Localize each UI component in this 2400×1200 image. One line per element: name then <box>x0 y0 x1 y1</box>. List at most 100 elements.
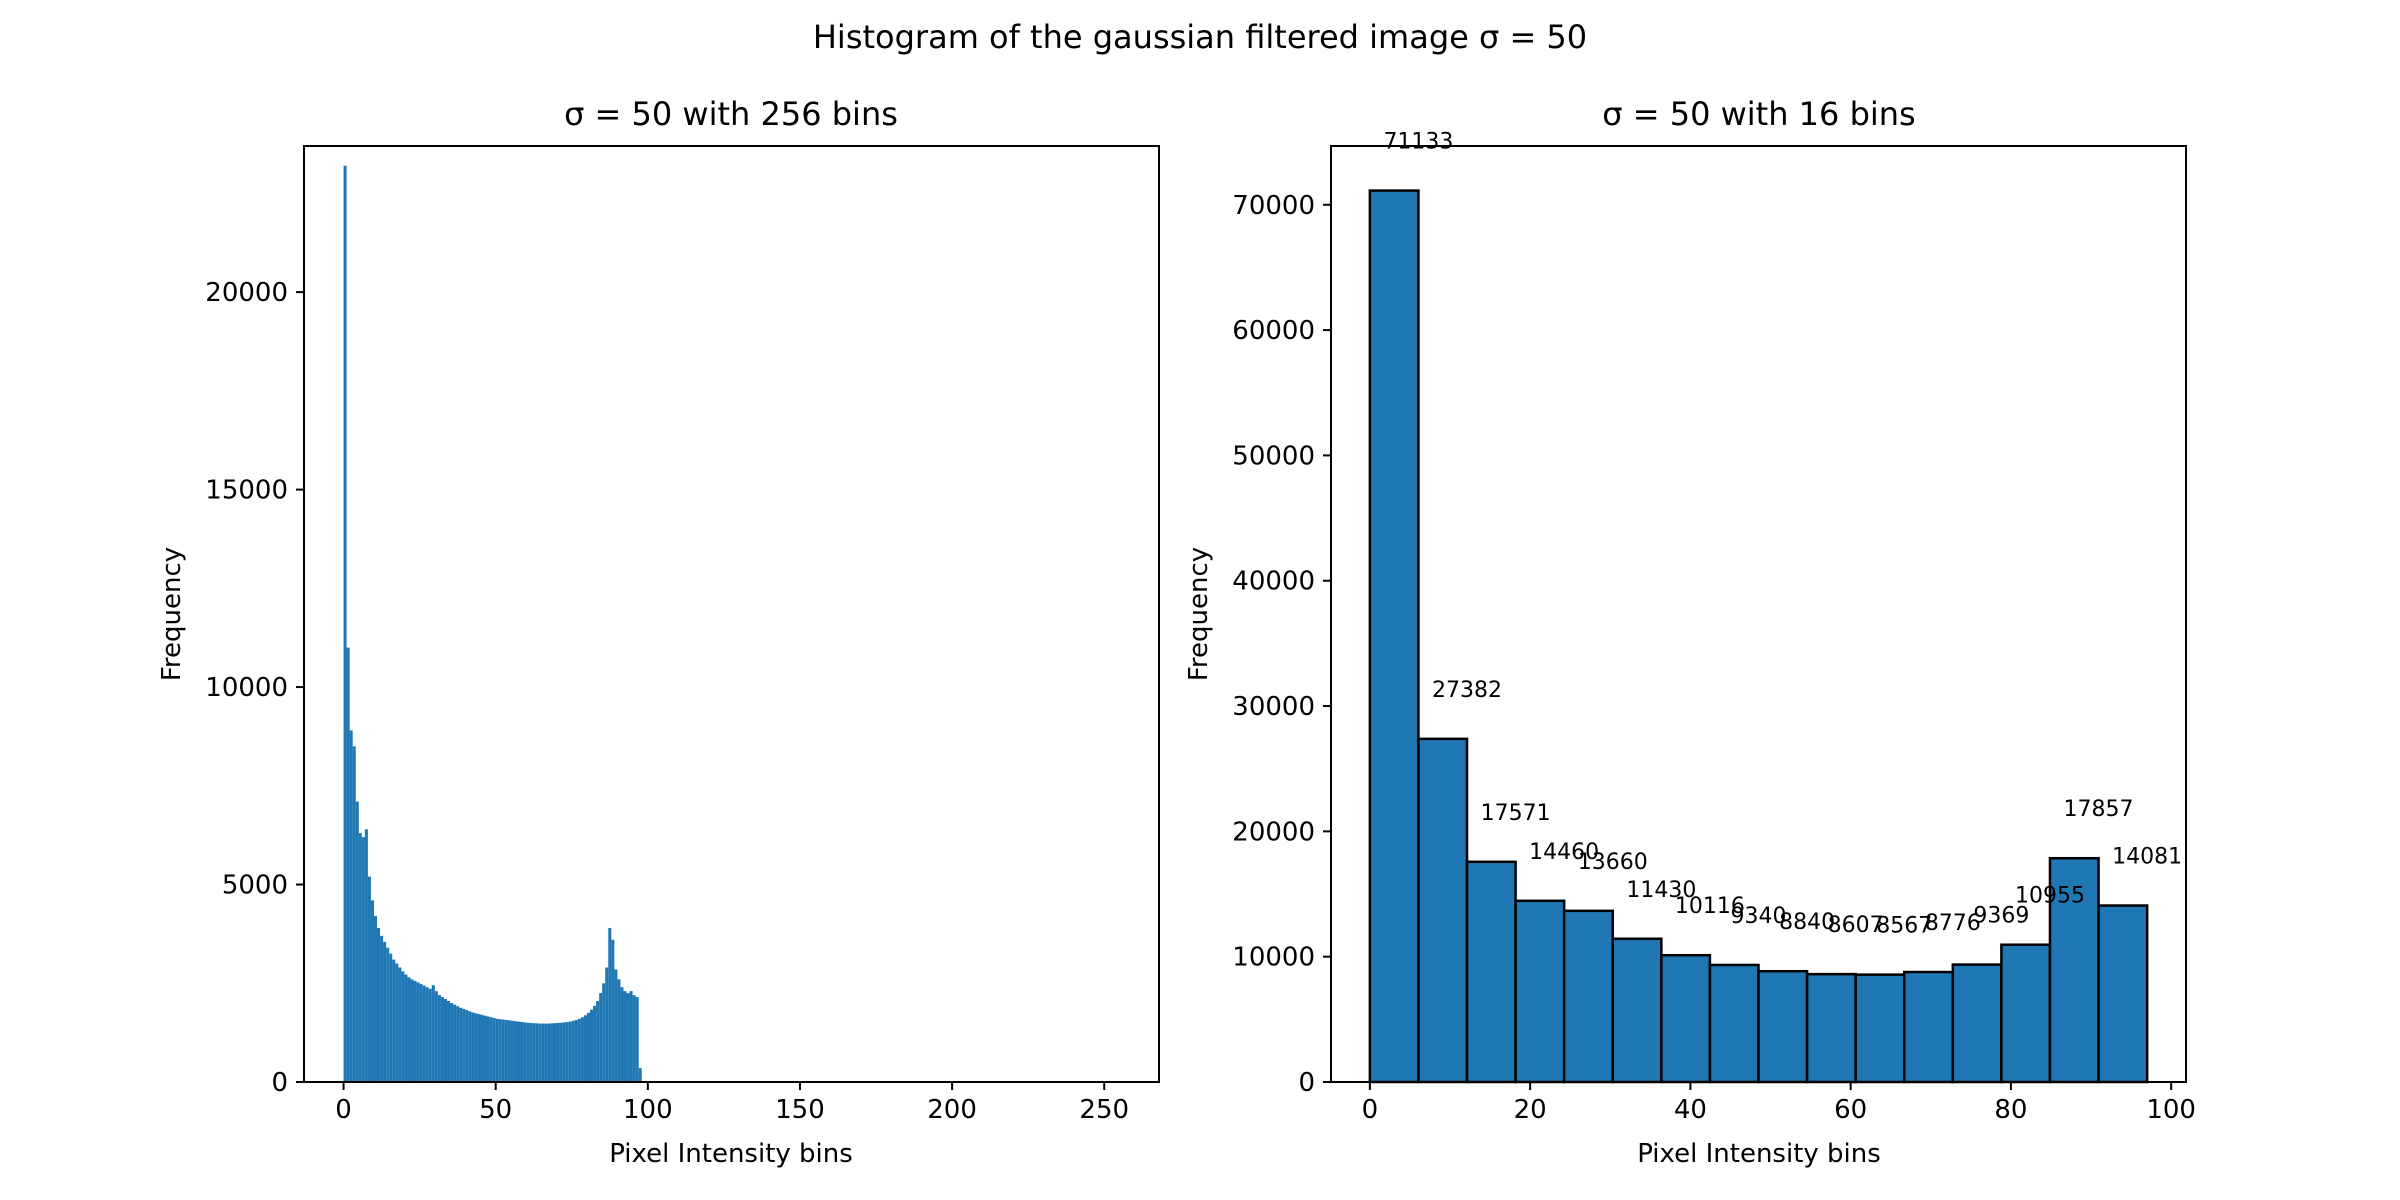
histogram-bar <box>501 1019 505 1082</box>
histogram-bar <box>413 980 417 1082</box>
subplot-title-256: σ = 50 with 256 bins <box>564 95 898 133</box>
histogram-bar <box>450 1003 454 1082</box>
histogram-bar <box>352 746 356 1082</box>
x-tick-label: 200 <box>927 1095 977 1125</box>
histogram-bar <box>440 997 444 1082</box>
histogram-bar <box>443 999 447 1082</box>
histogram-bar <box>1951 963 2003 1084</box>
x-tick-label: 50 <box>479 1095 512 1125</box>
x-axis-ticks-16: 0 20 40 60 80 100 <box>1362 1082 2196 1125</box>
y-axis-label-256: Frequency <box>157 547 187 681</box>
histogram-bar <box>1757 969 1809 1084</box>
histogram-bar <box>574 1019 578 1082</box>
histogram-bar <box>425 987 429 1082</box>
histogram-bar <box>1708 963 1760 1084</box>
bar-value-label: 14081 <box>2112 845 2182 870</box>
x-tick-label: 250 <box>1079 1095 1129 1125</box>
histogram-16-bins: σ = 50 with 16 bins 71133 27382 17571 14460… <box>1184 95 2196 1169</box>
y-tick-label: 0 <box>271 1068 288 1098</box>
histogram-bar <box>416 982 420 1082</box>
histogram-bar <box>586 1012 591 1082</box>
histogram-bar <box>529 1022 533 1082</box>
histogram-bar <box>392 959 396 1082</box>
histogram-bar <box>431 985 435 1082</box>
histogram-bar <box>492 1018 496 1082</box>
histogram-bar <box>568 1021 572 1082</box>
histogram-bar <box>617 979 621 1082</box>
y-tick-label: 30000 <box>1232 692 1315 722</box>
histogram-bar <box>389 953 393 1082</box>
histogram-bar <box>355 801 359 1082</box>
histogram-bar <box>1611 937 1663 1084</box>
histogram-bar <box>629 991 633 1082</box>
histogram-bar <box>401 971 405 1082</box>
histogram-bar <box>2097 904 2149 1084</box>
histogram-bar <box>468 1011 472 1082</box>
histogram-bar <box>386 947 390 1082</box>
histogram-bar <box>605 967 609 1082</box>
y-tick-label: 10000 <box>205 673 288 703</box>
histogram-bar <box>459 1007 463 1082</box>
histogram-bar <box>520 1021 524 1082</box>
histogram-bar <box>547 1023 551 1082</box>
bar-value-label: 9369 <box>1973 904 2029 929</box>
histogram-bar <box>590 1009 594 1082</box>
histogram-bar <box>1902 970 1955 1084</box>
histogram-bar <box>535 1023 539 1082</box>
histogram-bar <box>367 876 371 1082</box>
bar-value-labels-16: 7113327382175711446013660114301011693408… <box>1383 130 2182 939</box>
histogram-bar <box>456 1006 460 1082</box>
histogram-bar <box>447 1001 451 1082</box>
histogram-bar <box>620 987 624 1082</box>
histogram-bar <box>453 1004 457 1082</box>
histogram-bar <box>602 983 606 1082</box>
histogram-bar <box>599 993 603 1082</box>
histogram-bar <box>407 977 411 1082</box>
histogram-bar <box>434 991 438 1082</box>
y-axis-ticks-16: 0 10000 20000 30000 40000 50000 60000 70000 <box>1232 191 1331 1098</box>
x-axis-ticks-256: 0 50 100 150 200 250 <box>335 1082 1129 1125</box>
histogram-bar <box>1514 899 1566 1084</box>
histogram-bar <box>510 1020 514 1082</box>
histogram-bar <box>556 1022 560 1082</box>
histogram-bar <box>489 1017 493 1082</box>
histogram-bar <box>1417 737 1469 1084</box>
histogram-bar <box>583 1015 587 1082</box>
bar-value-label: 10955 <box>2015 884 2085 909</box>
subplot-title-16: σ = 50 with 16 bins <box>1602 95 1915 133</box>
bar-value-label: 14460 <box>1529 840 1599 865</box>
histogram-bar <box>559 1022 563 1082</box>
histogram-bar <box>577 1018 581 1082</box>
histogram-bar <box>419 984 423 1082</box>
y-tick-label: 70000 <box>1232 191 1315 221</box>
histogram-bar <box>349 730 353 1082</box>
histogram-bar <box>343 165 347 1082</box>
histogram-bar <box>623 991 627 1082</box>
y-tick-label: 10000 <box>1232 943 1315 973</box>
bar-value-label: 27382 <box>1432 678 1502 703</box>
histogram-bar <box>553 1023 557 1082</box>
histogram-bar <box>373 916 378 1082</box>
x-axis-label-256: Pixel Intensity bins <box>609 1139 853 1169</box>
x-axis-label-16: Pixel Intensity bins <box>1637 1139 1881 1169</box>
histogram-bar <box>383 941 387 1082</box>
bars-256 <box>343 165 642 1082</box>
histogram-bar <box>358 833 362 1082</box>
histogram-bar <box>562 1022 566 1082</box>
histogram-bar <box>538 1023 542 1082</box>
y-tick-label: 60000 <box>1232 316 1315 346</box>
histogram-bar <box>1368 189 1420 1084</box>
y-axis-ticks-256: 0 5000 10000 15000 20000 <box>205 278 304 1098</box>
histogram-bar <box>395 963 399 1082</box>
histogram-bar <box>437 995 441 1082</box>
histogram-bar <box>544 1023 548 1082</box>
histogram-bar <box>516 1021 521 1082</box>
histogram-bar <box>1660 953 1712 1084</box>
histogram-bar <box>593 1005 597 1082</box>
histogram-bar <box>638 1068 642 1082</box>
histogram-bar <box>428 988 432 1082</box>
histogram-bar <box>608 927 612 1082</box>
histogram-bar <box>550 1023 554 1082</box>
histogram-bar <box>635 997 639 1082</box>
